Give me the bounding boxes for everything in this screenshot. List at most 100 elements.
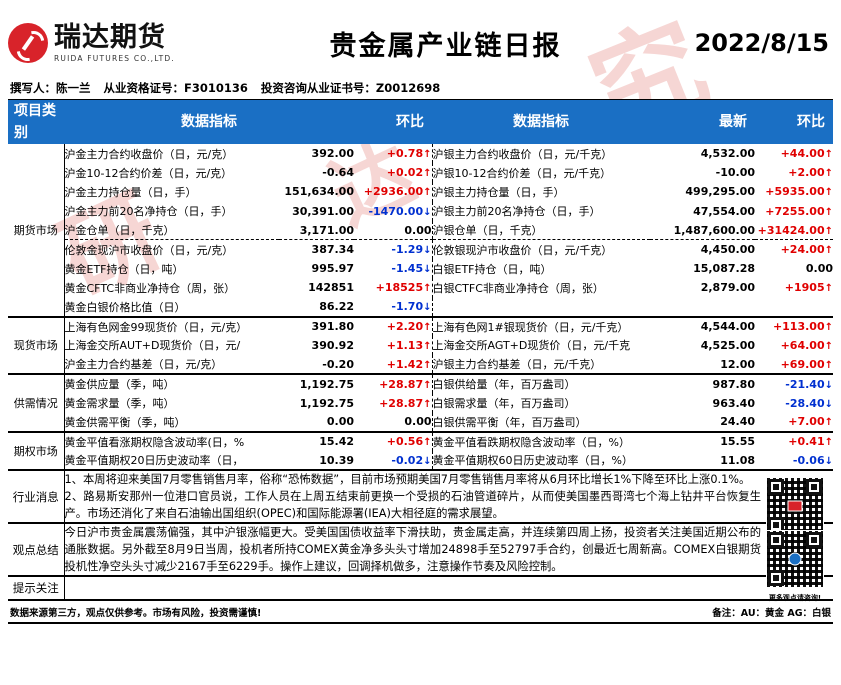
- indicator-change-left: -1470.00↓: [368, 204, 432, 218]
- qr-code-icon[interactable]: [766, 530, 824, 589]
- indicator-value-right: [650, 297, 755, 318]
- indicator-name-right: [431, 297, 650, 318]
- indicator-name-right: 白银ETF持仓（日，吨）: [431, 259, 650, 279]
- indicator-change-right: +5935.00↑: [765, 185, 833, 199]
- indicator-value-right: 24.40: [650, 412, 755, 433]
- indicator-change-right: 0.00: [805, 262, 833, 276]
- indicator-change-left: -1.29↓: [391, 243, 432, 257]
- row-group-category: 现货市场: [8, 316, 65, 376]
- indicator-name-right: 沪银仓单（日，千克）: [431, 220, 650, 241]
- indicator-value-right: 4,450.00: [700, 243, 755, 257]
- indicator-value-right: 11.08: [650, 451, 755, 472]
- table-row: 沪金10-12合约价差（日，元/克） -0.64 +0.02↑ 沪银10-12合约价差…: [8, 163, 833, 183]
- summary-body: 今日沪市贵金属震荡偏强，其中沪银涨幅更大。受美国国债收益率下滑扶助，贵金属走高，…: [63, 523, 833, 602]
- news-section: 行业消息 1、本周将迎来美国7月零售销售月率，俗称“恐怖数据”，目前市场预期美国…: [8, 470, 833, 549]
- arrow-up-icon: ↑: [824, 245, 833, 257]
- arrow-up-icon: ↑: [824, 437, 833, 449]
- indicator-change-right: +7255.00↑: [765, 204, 833, 218]
- indicator-change-right: -28.40↓: [785, 396, 833, 410]
- indicator-change-right: +44.00↑: [780, 147, 833, 161]
- indicator-name-right: 沪银主力持仓量（日，手）: [431, 182, 650, 202]
- logo-name-en: RUIDA FUTURES CO.,LTD.: [54, 53, 175, 63]
- summary-qr-block: 更多观点请咨询!: [763, 530, 827, 607]
- table-row: 期权市场 黄金平值看涨期权隐含波动率(日，% 15.42 +0.56↑ 黄金平值看跌期权…: [8, 431, 833, 472]
- summary-qr-caption: 更多观点请咨询!: [768, 594, 822, 603]
- indicator-name-left: 黄金CFTC非商业净持仓（周，张）: [63, 278, 279, 298]
- summary-category: 观点总结: [8, 523, 65, 578]
- indicator-value-right: 4,525.00: [700, 338, 755, 352]
- indicator-name-left: 黄金需求量（季，吨）: [63, 393, 279, 413]
- table-row: 沪金主力持仓量（日，手） 151,634.00 +2936.00↑ 沪银主力持仓量（日…: [8, 182, 833, 202]
- news-item-2: 2、路易斯安那州一位港口官员说，工作人员在上周五结束前更换一个受损的石油管道碎片…: [64, 490, 762, 521]
- arrow-down-icon: ↓: [423, 206, 432, 218]
- indicator-value-right: 15.55: [720, 435, 755, 449]
- news-qr-block: 更多资讯请关注!: [763, 477, 827, 554]
- indicator-change-right: +7.00↑: [755, 412, 833, 433]
- indicator-name-left: 黄金平值期权20日历史波动率（日，: [63, 451, 279, 472]
- table-row: 现货市场 上海有色网金99现货价（日，元/克） 391.80 +2.20↑ 上海有色网1…: [8, 316, 833, 376]
- table-row: 黄金白银价格比值（日） 86.22 -1.70↓: [8, 297, 833, 318]
- th-category: 项目类别: [8, 100, 64, 144]
- qr-code-icon[interactable]: [766, 477, 824, 536]
- logo-text: 瑞达期货 RUIDA FUTURES CO.,LTD.: [54, 24, 175, 63]
- indicator-value-right: 15,087.28: [693, 262, 755, 276]
- report-date: 2022/8/15: [694, 29, 829, 57]
- arrow-up-icon: ↑: [423, 149, 432, 161]
- indicator-value-left: 391.80: [311, 320, 354, 334]
- indicator-value-right: 963.40: [712, 396, 755, 410]
- indicator-change-left: +18525↑: [375, 281, 432, 295]
- indicator-name-right: 沪银10-12合约价差（日，元/千克）: [431, 163, 650, 183]
- news-item-1: 1、本周将迎来美国7月零售销售月率，俗称“恐怖数据”，目前市场预期美国7月零售销…: [64, 473, 751, 487]
- indicator-name-left: 上海有色网金99现货价（日，元/克）: [63, 316, 279, 336]
- arrow-up-icon: ↑: [824, 206, 833, 218]
- arrow-up-icon: ↑: [423, 398, 432, 410]
- indicator-name-right: 上海有色网1#银现货价（日，元/千克）: [431, 316, 650, 336]
- indicator-value-left: 995.97: [311, 262, 354, 276]
- row-group-category: 期权市场: [8, 431, 65, 472]
- arrow-up-icon: ↑: [824, 322, 833, 334]
- indicator-name-left: 黄金ETF持仓（日，吨）: [63, 259, 279, 279]
- arrow-up-icon: ↑: [423, 340, 432, 352]
- byline: 撰写人：陈一兰 从业资格证号：F3010136 投资咨询从业证书号：Z00126…: [8, 78, 833, 100]
- table-row: 沪金仓单（日，千克） 3,171.00 0.00 沪银仓单（日，千克） 1,487,60…: [8, 220, 833, 241]
- arrow-down-icon: ↓: [423, 264, 432, 276]
- byline-author: 撰写人：陈一兰: [10, 81, 91, 95]
- indicator-value-right: 2,879.00: [700, 281, 755, 295]
- indicator-value-left: 3,171.00: [279, 220, 354, 241]
- indicator-value-left: 0.00: [279, 412, 354, 433]
- arrow-up-icon: ↑: [824, 168, 833, 180]
- indicator-change-left: +1.42↑: [354, 355, 432, 376]
- footer: 数据来源第三方，观点仅供参考。市场有风险，投资需谨慎! 备注：AU：黄金 AG：…: [8, 601, 833, 625]
- indicator-name-right: 白银供需平衡（年，百万盎司）: [431, 412, 650, 433]
- indicator-change-right: +69.00↑: [755, 355, 833, 376]
- table-row: 上海金交所AUT+D现货价（日，元/390.92 +1.13↑ 上海金交所AGT+D…: [8, 335, 833, 356]
- indicator-value-left: 15.42: [319, 435, 354, 449]
- indicator-name-left: 沪金仓单（日，千克）: [63, 220, 279, 241]
- indicator-name-left: 黄金供应量（季，吨）: [63, 374, 279, 394]
- table-row: 黄金CFTC非商业净持仓（周，张） 142851 +18525↑ 白银CTFC非商业净…: [8, 278, 833, 298]
- indicator-change-left: +1.13↑: [386, 338, 432, 352]
- indicator-value-right: -10.00: [715, 166, 755, 180]
- arrow-up-icon: ↑: [824, 149, 833, 161]
- th-change-right: 环比: [755, 100, 833, 144]
- indicator-change-left: +2.20↑: [386, 320, 432, 334]
- arrow-up-icon: ↑: [824, 283, 833, 295]
- summary-text: 今日沪市贵金属震荡偏强，其中沪银涨幅更大。受美国国债收益率下滑扶助，贵金属走高，…: [64, 526, 762, 574]
- indicator-change-left: 0.00: [354, 412, 432, 433]
- arrow-down-icon: ↓: [423, 455, 432, 467]
- company-logo: 瑞达期货 RUIDA FUTURES CO.,LTD.: [8, 23, 223, 63]
- indicator-value-left: -0.20: [279, 355, 354, 376]
- indicator-value-right: 47,554.00: [693, 204, 755, 218]
- indicator-name-right: 白银CTFC非商业净持仓（周，张）: [431, 278, 650, 298]
- indicator-value-left: 10.39: [279, 451, 354, 472]
- row-group-category: 期货市场: [8, 144, 65, 318]
- table-row: 黄金供需平衡（季，吨） 0.00 0.00 白银供需平衡（年，百万盎司） 24.40 +7…: [8, 412, 833, 433]
- indicator-change-left: +0.78↑: [386, 147, 432, 161]
- indicator-change-right: +2.00↑: [788, 166, 833, 180]
- indicator-value-right: 499,295.00: [685, 185, 755, 199]
- indicator-name-left: 黄金白银价格比值（日）: [63, 297, 279, 318]
- arrow-up-icon: ↑: [423, 322, 432, 334]
- arrow-up-icon: ↑: [824, 359, 833, 371]
- indicator-name-right: 沪银主力前20名净持仓（日，手）: [431, 201, 650, 221]
